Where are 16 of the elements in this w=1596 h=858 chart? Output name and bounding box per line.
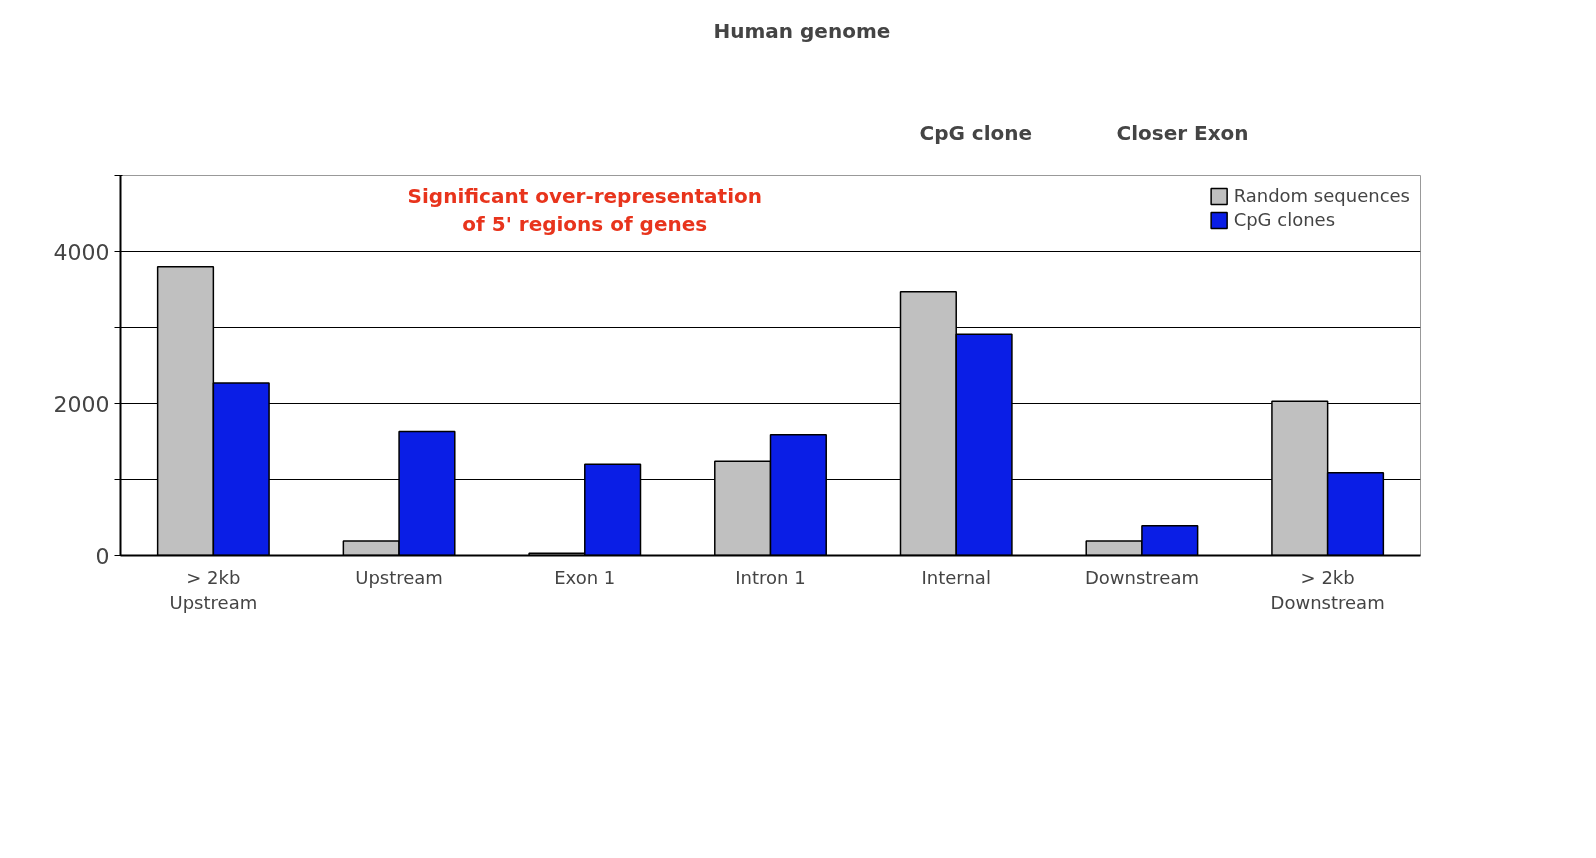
- x-tick-label: Internal: [921, 566, 991, 588]
- x-tick-label: Intron 1: [735, 566, 806, 588]
- legend-label: Random sequences: [1233, 185, 1410, 206]
- x-tick-label: Upstream: [355, 566, 443, 588]
- y-tick-label: 4000: [53, 239, 110, 265]
- text: Closer Exon: [1116, 121, 1249, 145]
- y-tick-label: 0: [95, 543, 110, 569]
- legend-label: CpG clones: [1233, 209, 1336, 230]
- annotation: Significant over-representation of 5' regions of genes: [407, 183, 763, 237]
- x-tick-label: Downstream: [1084, 566, 1199, 588]
- y-tick-label: 2000: [53, 391, 110, 417]
- x-tick-label: > 2kb Upstream: [169, 566, 258, 613]
- x-tick-label: Exon 1: [554, 566, 616, 588]
- text: CpG clone: [919, 121, 1033, 145]
- x-tick-label: > 2kb Downstream: [1270, 566, 1385, 613]
- text: Human genome: [713, 19, 891, 43]
